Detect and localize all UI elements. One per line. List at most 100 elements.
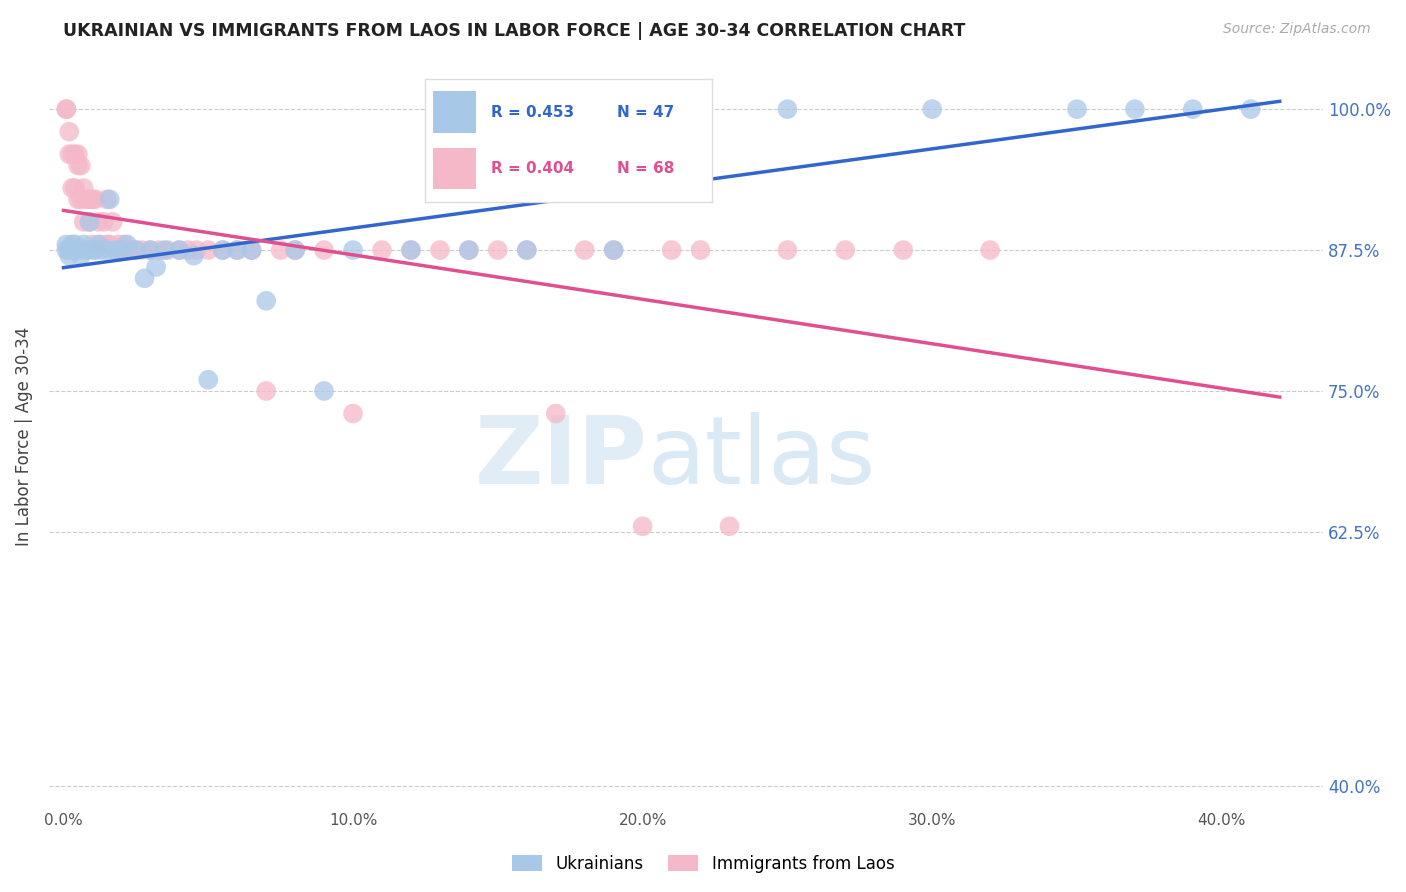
Point (79, 192, 101, 206)
Point (73, 215, 96, 229)
Point (87, 237, 110, 252)
Point (115, 237, 138, 252)
Point (145, 260, 167, 274)
Point (342, 243, 364, 257)
Point (110, 243, 132, 257)
Point (399, 243, 422, 257)
Point (66, 192, 89, 206)
Point (55, 102, 77, 116)
Point (312, 243, 335, 257)
Point (226, 243, 249, 257)
Point (73, 237, 96, 252)
Point (718, 519, 741, 533)
Point (73, 181, 96, 195)
Point (139, 243, 162, 257)
Point (284, 243, 307, 257)
Point (101, 215, 124, 229)
Point (55, 237, 77, 252)
Point (96, 192, 118, 206)
Point (66, 159, 89, 173)
Point (139, 243, 162, 257)
Point (66, 243, 89, 257)
Point (63, 181, 86, 195)
Text: ZIP: ZIP (475, 412, 648, 504)
Point (457, 243, 479, 257)
Point (776, 243, 799, 257)
Point (125, 243, 148, 257)
Point (342, 407, 364, 421)
Point (58, 249, 80, 263)
Point (112, 237, 135, 252)
Point (87, 215, 110, 229)
Point (270, 243, 292, 257)
Point (602, 243, 624, 257)
Point (486, 243, 509, 257)
Point (602, 243, 624, 257)
Point (60, 181, 83, 195)
Point (516, 243, 538, 257)
Point (197, 243, 219, 257)
Point (115, 243, 138, 257)
Point (186, 243, 208, 257)
Point (120, 243, 142, 257)
Point (84, 243, 107, 257)
Point (69, 192, 91, 206)
Point (211, 243, 233, 257)
Point (177, 243, 200, 257)
Point (104, 243, 127, 257)
Point (63, 147, 86, 161)
Point (776, 102, 799, 116)
Point (58, 243, 80, 257)
Point (1123, 102, 1146, 116)
Point (516, 243, 538, 257)
Point (90, 237, 112, 252)
Legend: Ukrainians, Immigrants from Laos: Ukrainians, Immigrants from Laos (505, 848, 901, 880)
Point (60, 147, 83, 161)
Point (457, 243, 479, 257)
Point (183, 249, 205, 263)
Point (240, 243, 263, 257)
Point (689, 243, 711, 257)
Point (60, 237, 83, 252)
Point (1240, 102, 1263, 116)
Point (891, 243, 914, 257)
Point (107, 237, 129, 252)
Point (110, 243, 132, 257)
Point (254, 384, 277, 398)
Point (69, 249, 91, 263)
Point (156, 243, 179, 257)
Point (254, 293, 277, 308)
Text: Source: ZipAtlas.com: Source: ZipAtlas.com (1223, 22, 1371, 37)
Point (284, 243, 307, 257)
Point (98, 192, 121, 206)
Point (76, 192, 98, 206)
Point (104, 243, 127, 257)
Point (197, 373, 219, 387)
Point (574, 243, 596, 257)
Point (55, 243, 77, 257)
Point (76, 243, 98, 257)
Point (79, 215, 101, 229)
Point (63, 237, 86, 252)
Point (58, 125, 80, 139)
Text: atlas: atlas (648, 412, 876, 504)
Point (429, 243, 451, 257)
Point (69, 159, 91, 173)
Point (544, 407, 567, 421)
Point (66, 147, 89, 161)
Point (979, 243, 1001, 257)
Point (921, 102, 943, 116)
Point (98, 237, 121, 252)
Point (661, 243, 683, 257)
Point (96, 243, 118, 257)
Point (834, 243, 856, 257)
Point (82, 237, 104, 252)
Point (131, 243, 153, 257)
Point (631, 519, 654, 533)
Point (211, 243, 233, 257)
Point (82, 192, 104, 206)
Point (125, 243, 148, 257)
Point (93, 215, 115, 229)
Point (84, 192, 107, 206)
Point (58, 147, 80, 161)
